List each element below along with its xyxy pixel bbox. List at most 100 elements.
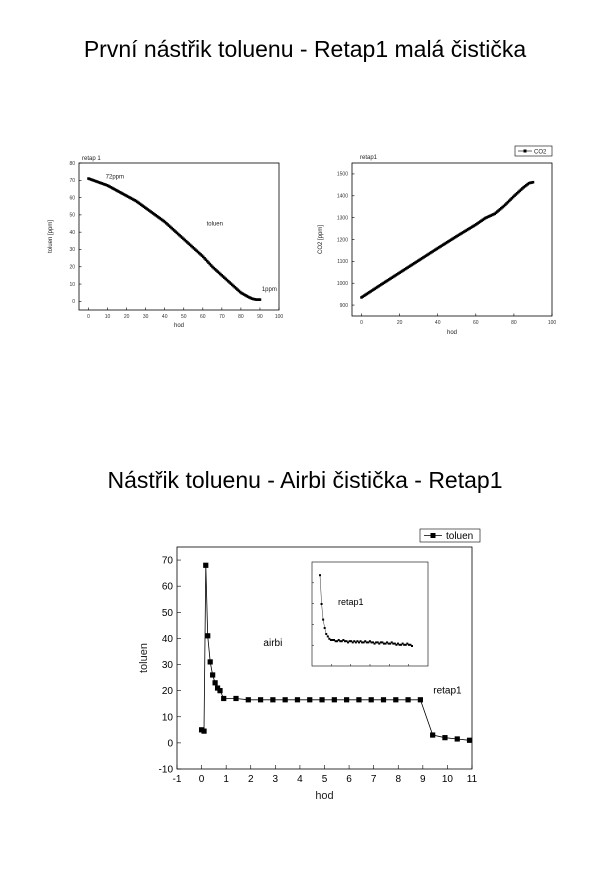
- data-point: [221, 275, 225, 278]
- data-point: [416, 259, 420, 263]
- data-point: [242, 293, 246, 296]
- data-point: [451, 237, 454, 241]
- data-point: [526, 182, 529, 186]
- x-tick-label: 20: [124, 314, 130, 320]
- data-point: [105, 183, 109, 187]
- data-point: [509, 198, 512, 201]
- inset-data-point: [389, 642, 392, 645]
- data-point: [228, 281, 231, 284]
- inset-data-point: [359, 640, 362, 643]
- data-point: [405, 267, 408, 270]
- data-point: [103, 183, 106, 186]
- data-point: [453, 235, 457, 239]
- data-point: [494, 211, 498, 215]
- y-tick-label: 30: [162, 660, 174, 671]
- chart1-annotation: 72ppm: [106, 175, 124, 181]
- x-tick-label: -1: [173, 774, 182, 785]
- data-point: [472, 224, 475, 228]
- data-point: [391, 275, 395, 279]
- inset-data-point: [326, 635, 329, 638]
- data-point: [399, 270, 403, 274]
- data-point: [422, 256, 425, 259]
- y-tick-label: 30: [69, 247, 75, 253]
- data-point: [149, 210, 152, 213]
- data-point: [227, 279, 230, 283]
- x-tick-label: 0: [360, 320, 363, 326]
- data-point: [256, 298, 259, 301]
- data-point: [155, 214, 159, 218]
- data-point: [498, 208, 502, 211]
- inset-data-point: [357, 641, 360, 644]
- data-point: [190, 244, 193, 248]
- data-point: [489, 214, 493, 217]
- data-point: [219, 272, 222, 276]
- inset-data-point: [370, 641, 373, 644]
- data-point: [409, 264, 412, 268]
- data-point: [129, 196, 133, 200]
- data-point: [385, 279, 388, 283]
- chart3-annotation: airbi: [263, 638, 282, 649]
- data-point: [460, 231, 464, 235]
- data-point: [406, 266, 409, 269]
- x-tick-label: 40: [162, 314, 168, 320]
- data-point: [201, 728, 207, 734]
- inset-data-point: [319, 574, 321, 577]
- inset-data-point: [361, 641, 364, 644]
- x-tick-label: 5: [322, 774, 328, 785]
- data-point: [476, 222, 479, 225]
- data-point: [205, 259, 209, 263]
- x-tick-label: 6: [346, 774, 352, 785]
- y-tick-label: 70: [162, 556, 174, 567]
- x-tick-label: 80: [511, 320, 517, 326]
- data-point: [454, 736, 460, 742]
- data-point: [477, 221, 481, 224]
- data-point: [220, 273, 224, 277]
- y-tick-label: 1500: [337, 172, 348, 178]
- data-point: [513, 194, 516, 197]
- data-point: [212, 266, 216, 270]
- inset-data-point: [398, 643, 401, 646]
- data-point: [113, 188, 117, 191]
- data-point: [121, 192, 125, 196]
- data-point: [230, 283, 234, 287]
- data-point: [444, 241, 448, 245]
- data-point: [419, 257, 423, 261]
- x-tick-label: 1: [223, 774, 229, 785]
- data-point: [88, 177, 92, 181]
- data-point: [116, 189, 119, 193]
- y-tick-label: 20: [69, 265, 75, 271]
- data-point: [428, 251, 432, 255]
- data-point: [204, 258, 208, 262]
- x-tick-label: 8: [395, 774, 401, 785]
- data-point: [364, 293, 367, 297]
- x-tick-label: 0: [87, 314, 90, 320]
- data-point: [233, 285, 237, 289]
- data-point: [145, 207, 148, 210]
- data-point: [381, 282, 384, 285]
- data-point: [172, 229, 176, 232]
- x-tick-label: 90: [257, 314, 263, 320]
- data-point: [470, 225, 474, 229]
- data-point: [496, 210, 499, 213]
- data-point: [176, 232, 180, 236]
- data-point: [195, 249, 198, 253]
- data-point: [376, 285, 379, 289]
- data-point: [365, 292, 369, 296]
- y-tick-label: 1200: [337, 237, 348, 243]
- data-point: [200, 254, 204, 257]
- inset-data-point: [364, 640, 367, 643]
- data-point: [369, 290, 373, 293]
- x-tick-label: 40: [435, 320, 441, 326]
- data-point: [143, 206, 147, 209]
- data-point: [402, 268, 406, 272]
- x-tick-label: 30: [143, 314, 149, 320]
- data-point: [430, 250, 433, 254]
- data-point: [249, 296, 253, 300]
- data-point: [270, 697, 276, 703]
- data-point: [507, 199, 511, 203]
- y-axis-label: toluen: [138, 643, 150, 673]
- data-point: [139, 203, 143, 207]
- data-point: [187, 242, 191, 245]
- data-point: [521, 187, 524, 190]
- y-tick-label: 1100: [337, 259, 348, 265]
